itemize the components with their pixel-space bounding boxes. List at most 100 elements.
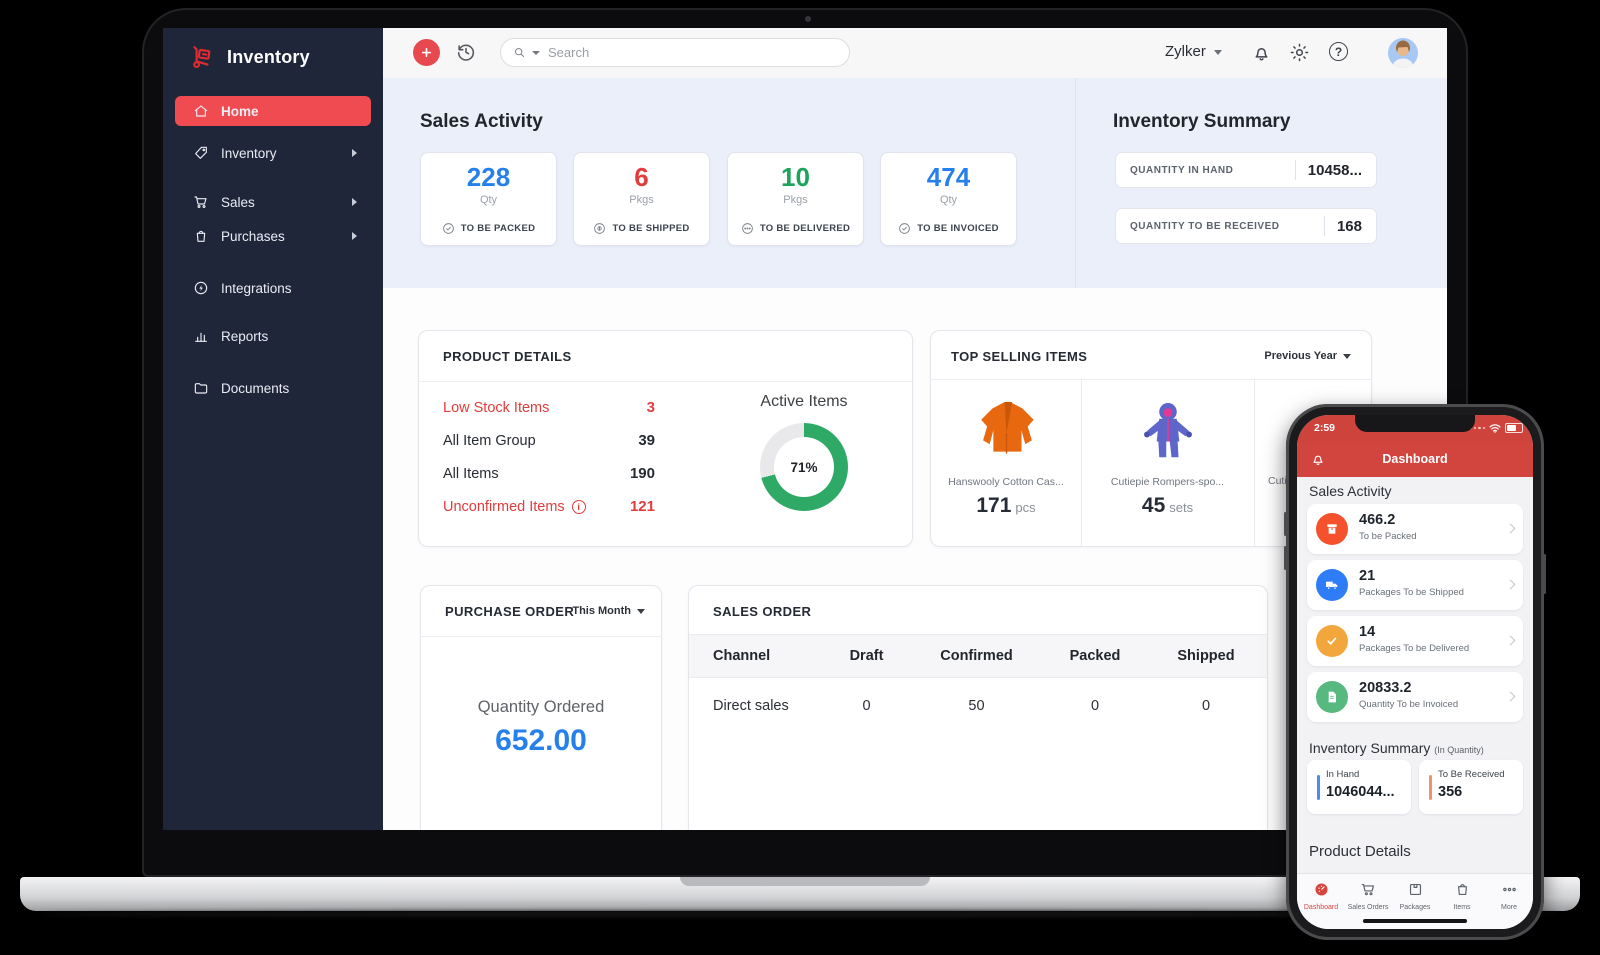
cell-confirmed: 50 [968,698,985,714]
purchase-order-card: PURCHASE ORDER This Month Quantity Order… [420,585,662,830]
tab-dashboard[interactable]: Dashboard [1298,881,1344,911]
sidebar-item-reports[interactable]: Reports [175,321,371,351]
stat-card-to-be-shipped[interactable]: 6 Pkgs TO BE SHIPPED [573,152,710,246]
phone-nav-bar: Dashboard [1297,443,1533,477]
search-box[interactable] [500,38,850,67]
row-all-item-group[interactable]: All Item Group 39 [443,432,655,449]
laptop-shadow [40,911,1560,917]
wifi-icon [1489,423,1501,433]
card-divider [419,381,912,382]
stat-card-to-be-delivered[interactable]: 10 Pkgs TO BE DELIVERED [727,152,864,246]
phone-summary-to-be-received[interactable]: To Be Received 356 [1419,760,1523,814]
battery-icon [1505,423,1523,433]
stat-value: 10 [781,162,810,192]
chevron-right-icon [1505,691,1516,702]
sidebar-item-documents[interactable]: Documents [175,373,371,403]
metric-value: 652.00 [495,724,587,757]
card-label: To be Packed [1359,531,1417,542]
phone-summary-in-hand[interactable]: In Hand 1046044... [1307,760,1411,814]
phone-sales-activity-title: Sales Activity [1309,483,1392,499]
sidebar-item-integrations[interactable]: Integrations [175,273,371,303]
column-header: Draft [849,648,884,664]
help-button[interactable]: ? [1329,42,1348,61]
home-indicator[interactable] [1363,919,1467,923]
product-name: Cuti [1268,475,1287,487]
dashboard-tab-icon [1314,883,1328,896]
sidebar-item-home[interactable]: Home [175,96,371,126]
documents-icon [194,383,208,394]
product-unit: sets [1169,500,1194,515]
row-all-items[interactable]: All Items 190 [443,465,655,482]
top-item-1[interactable]: Hanswooly Cotton Cas... 171 pcs [931,379,1081,546]
sidebar-item-label: Home [221,103,259,119]
phone-card-to-be-shipped[interactable]: 21 Packages To be Shipped [1307,560,1523,610]
sidebar-item-sales[interactable]: Sales [175,187,371,217]
stat-card-to-be-invoiced[interactable]: 474 Qty TO BE INVOICED [880,152,1017,246]
stat-unit: Pkgs [783,194,808,206]
notifications-button[interactable] [1251,42,1272,63]
tab-label: Packages [1399,904,1431,911]
tab-packages[interactable]: Packages [1392,881,1438,911]
card-title: SALES ORDER [713,604,812,619]
org-selector[interactable]: Zylker [1165,43,1222,60]
sidebar-item-label: Reports [221,328,269,344]
tab-more[interactable]: More [1486,881,1532,911]
period-filter[interactable]: This Month [572,605,645,617]
search-input[interactable] [546,44,780,61]
card-title: PURCHASE ORDER [445,604,575,619]
column-header: Packed [1069,648,1121,664]
summary-value: 356 [1438,784,1463,800]
phone-card-to-be-invoiced[interactable]: 20833.2 Quantity To be Invoiced [1307,672,1523,722]
stat-value: 474 [926,162,971,192]
phone-card-to-be-delivered[interactable]: 14 Packages To be Delivered [1307,616,1523,666]
value-divider [1294,160,1296,180]
sidebar-item-label: Integrations [221,280,292,296]
row-unconfirmed-items[interactable]: Unconfirmed Items i 121 [443,498,655,515]
stat-label: TO BE INVOICED [917,223,999,234]
tab-items[interactable]: Items [1439,881,1485,911]
table-row[interactable]: Direct sales 0 50 0 0 [689,686,1267,726]
filter-label: Previous Year [1264,350,1337,362]
screen-title: Dashboard [1382,452,1448,466]
summary-value: 1046044... [1326,784,1395,800]
sidebar-item-purchases[interactable]: Purchases [175,221,371,251]
more-tab-icon [1502,887,1516,892]
stat-unit: Qty [479,194,498,206]
add-button[interactable] [413,39,440,66]
stat-unit: Pkgs [629,194,654,206]
tab-label: Sales Orders [1347,904,1389,911]
row-label: Low Stock Items [443,399,550,416]
stat-label: TO BE PACKED [460,223,536,234]
user-avatar[interactable] [1388,38,1418,68]
stat-card-to-be-packed[interactable]: 228 Qty TO BE PACKED [420,152,557,246]
desktop-screen: Inventory Home Inventory Sales Purchases [163,28,1447,830]
top-item-3[interactable]: Cuti [1254,379,1371,546]
tab-label: Dashboard [1303,904,1339,911]
settings-button[interactable] [1289,42,1310,63]
row-value: 121 [629,498,655,515]
filter-label: This Month [572,605,631,617]
phone-notch [1355,415,1475,432]
clock: 2:59 [1314,422,1336,434]
home-icon [194,105,208,117]
notifications-button[interactable] [1310,451,1326,467]
phone-card-to-be-packed[interactable]: 466.2 To be Packed [1307,504,1523,554]
phone-mockup: 2:59 Dashboard Sales Activity 466.2 To b… [1284,404,1546,940]
sidebar-item-inventory[interactable]: Inventory [175,138,371,168]
summary-label: To Be Received [1438,769,1505,780]
inventory-icon [195,146,207,159]
info-icon: i [571,499,586,514]
column-header: Shipped [1177,648,1235,664]
period-filter[interactable]: Previous Year [1264,350,1351,362]
card-value: 20833.2 [1359,680,1412,696]
chevron-right-icon [352,232,357,240]
row-low-stock-items[interactable]: Low Stock Items 3 [443,399,655,416]
sidebar-item-label: Inventory [221,145,277,161]
card-label: Quantity To be Invoiced [1359,699,1459,710]
sales-activity-title: Sales Activity [420,111,543,132]
chevron-right-icon [352,149,357,157]
top-item-2[interactable]: Cutiepie Rompers-spo... 45 sets [1081,379,1254,546]
subtitle: (In Quantity) [1434,745,1484,755]
tab-sales-orders[interactable]: Sales Orders [1345,881,1391,911]
history-button[interactable] [455,41,477,63]
